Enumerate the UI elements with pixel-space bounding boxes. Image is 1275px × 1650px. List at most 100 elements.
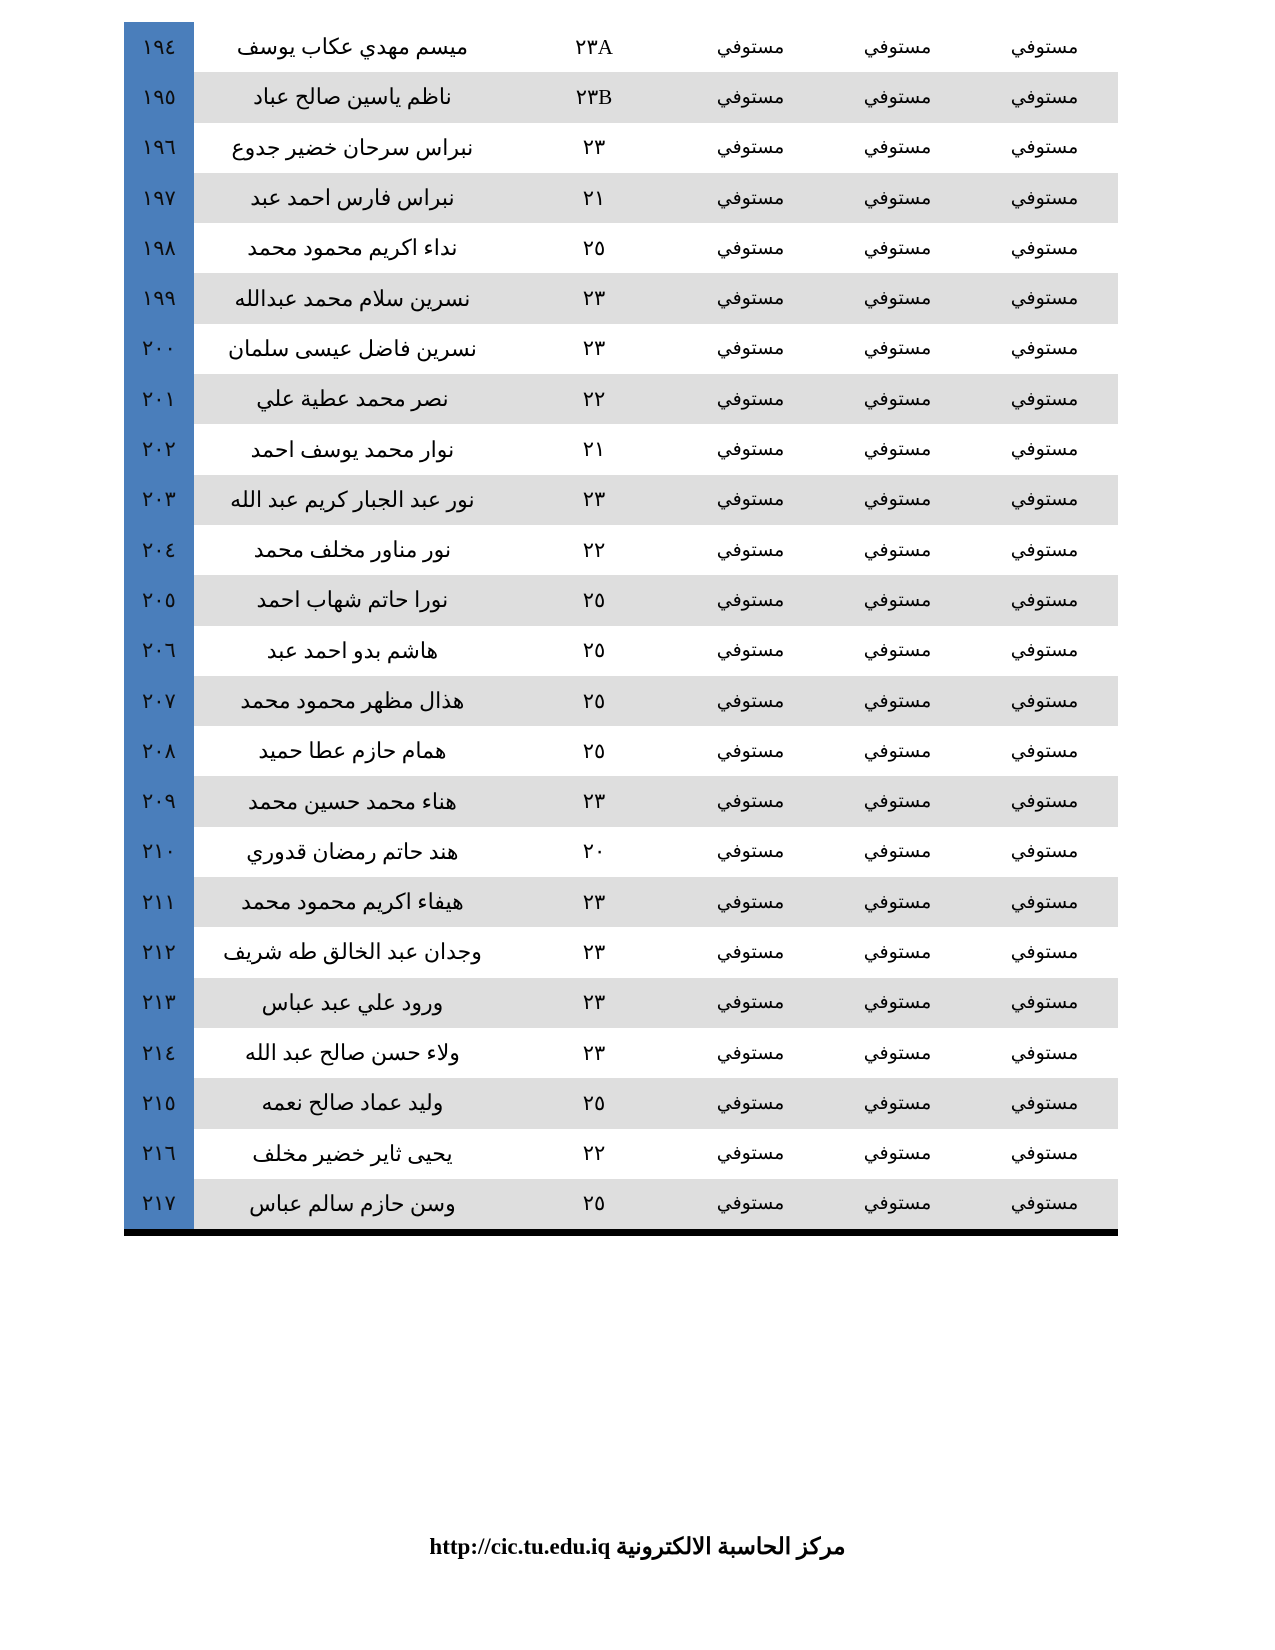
cell-code: ٢٣: [511, 323, 678, 375]
cell-code: ٢٢: [511, 1128, 678, 1179]
cell-name: وجدان عبد الخالق طه شريف: [193, 927, 512, 978]
cell-status-3: مستوفي: [971, 223, 1118, 274]
cell-status-2: مستوفي: [824, 122, 972, 173]
table-row: مستوفي مستوفي مستوفي ٢٥ وسن حازم سالم عباس ٢١…: [124, 1178, 1118, 1230]
cell-name: وليد عماد صالح نعمه: [193, 1078, 512, 1129]
cell-status-1: مستوفي: [677, 1027, 825, 1079]
cell-status-1: مستوفي: [677, 927, 825, 978]
cell-code: ٢٥: [511, 575, 678, 626]
cell-status-1: مستوفي: [677, 22, 825, 73]
cell-status-3: مستوفي: [971, 122, 1118, 173]
table-row: مستوفي مستوفي مستوفي ٢٣ نبراس سرحان خضير جدو…: [124, 122, 1118, 173]
table-row: مستوفي مستوفي مستوفي ٢٢ نور مناور مخلف محمد ٢…: [124, 524, 1118, 576]
cell-status-1: مستوفي: [677, 977, 825, 1028]
cell-status-2: مستوفي: [824, 877, 972, 928]
cell-name: ورود علي عبد عباس: [193, 977, 512, 1028]
cell-status-1: مستوفي: [677, 122, 825, 173]
cell-index: ٢٠٤: [124, 524, 194, 576]
cell-code: ٢١: [511, 172, 678, 224]
cell-code: ٢٣A: [511, 22, 678, 73]
cell-status-3: مستوفي: [971, 524, 1118, 576]
cell-code: ٢١: [511, 424, 678, 475]
cell-status-2: مستوفي: [824, 323, 972, 375]
cell-status-2: مستوفي: [824, 575, 972, 626]
cell-status-3: مستوفي: [971, 776, 1118, 827]
cell-status-3: مستوفي: [971, 575, 1118, 626]
table-row: مستوفي مستوفي مستوفي ٢٥ وليد عماد صالح نعمه ٢…: [124, 1078, 1118, 1129]
table-row: مستوفي مستوفي مستوفي ٢٣ هيفاء اكريم محمود مح…: [124, 877, 1118, 928]
cell-status-3: مستوفي: [971, 1078, 1118, 1129]
cell-status-2: مستوفي: [824, 1027, 972, 1079]
table-row: مستوفي مستوفي مستوفي ٢٠ هند حاتم رمضان قدوري…: [124, 826, 1118, 878]
cell-status-2: مستوفي: [824, 776, 972, 827]
cell-status-2: مستوفي: [824, 1178, 972, 1230]
cell-name: نصر محمد عطية علي: [193, 374, 512, 425]
cell-name: نور عبد الجبار كريم عبد الله: [193, 474, 512, 525]
cell-status-1: مستوفي: [677, 675, 825, 727]
footer-url-link[interactable]: http://cic.tu.edu.iq: [429, 1534, 611, 1559]
cell-index: ٢١٢: [124, 927, 194, 978]
cell-status-1: مستوفي: [677, 323, 825, 375]
cell-index: ٢٠٣: [124, 474, 194, 525]
table-row: مستوفي مستوفي مستوفي ٢٣B ناظم ياسين صالح عبا…: [124, 72, 1118, 123]
cell-name: نور مناور مخلف محمد: [193, 524, 512, 576]
cell-index: ١٩٦: [124, 122, 194, 173]
cell-status-1: مستوفي: [677, 625, 825, 676]
cell-status-3: مستوفي: [971, 977, 1118, 1028]
cell-name: هذال مظهر محمود محمد: [193, 675, 512, 727]
cell-status-2: مستوفي: [824, 273, 972, 324]
cell-status-1: مستوفي: [677, 273, 825, 324]
cell-status-2: مستوفي: [824, 726, 972, 777]
cell-index: ١٩٨: [124, 223, 194, 274]
cell-index: ٢٠٧: [124, 675, 194, 727]
cell-name: يحيى ثاير خضير مخلف: [193, 1128, 512, 1179]
cell-index: ٢٠٢: [124, 424, 194, 475]
cell-status-2: مستوفي: [824, 1128, 972, 1179]
cell-code: ٢٣: [511, 776, 678, 827]
cell-status-3: مستوفي: [971, 675, 1118, 727]
table-row: مستوفي مستوفي مستوفي ٢٥ نورا حاتم شهاب احمد ٢…: [124, 575, 1118, 626]
cell-index: ٢١٠: [124, 826, 194, 878]
footer-line: مركز الحاسبة الالكترونية http://cic.tu.e…: [429, 1534, 845, 1560]
cell-status-2: مستوفي: [824, 675, 972, 727]
table-row: مستوفي مستوفي مستوفي ٢٣ نسرين فاضل عيسى سلما…: [124, 323, 1118, 375]
cell-index: ٢١٦: [124, 1128, 194, 1179]
cell-code: ٢٥: [511, 1178, 678, 1230]
table-row: مستوفي مستوفي مستوفي ٢٥ نداء اكريم محمود محم…: [124, 223, 1118, 274]
cell-status-1: مستوفي: [677, 72, 825, 123]
roster-table-body: مستوفي مستوفي مستوفي ٢٣A ميسم مهدي عكاب يوسف…: [124, 22, 1118, 1230]
cell-code: ٢٥: [511, 625, 678, 676]
cell-name: نسرين سلام محمد عبدالله: [193, 273, 512, 324]
table-row: مستوفي مستوفي مستوفي ٢٣ نسرين سلام محمد عبدا…: [124, 273, 1118, 324]
cell-index: ٢١١: [124, 877, 194, 928]
cell-status-3: مستوفي: [971, 625, 1118, 676]
cell-name: ولاء حسن صالح عبد الله: [193, 1027, 512, 1079]
cell-status-2: مستوفي: [824, 72, 972, 123]
cell-status-1: مستوفي: [677, 826, 825, 878]
table-row: مستوفي مستوفي مستوفي ٢٥ همام حازم عطا حميد ٢٠…: [124, 726, 1118, 777]
cell-code: ٢٣: [511, 977, 678, 1028]
table-row: مستوفي مستوفي مستوفي ٢٢ يحيى ثاير خضير مخلف ٢…: [124, 1128, 1118, 1179]
table-row: مستوفي مستوفي مستوفي ٢٣ وجدان عبد الخالق طه …: [124, 927, 1118, 978]
cell-code: ٢٥: [511, 675, 678, 727]
table-row: مستوفي مستوفي مستوفي ٢٢ نصر محمد عطية علي ٢٠١: [124, 374, 1118, 425]
cell-code: ٢٢: [511, 524, 678, 576]
cell-status-2: مستوفي: [824, 374, 972, 425]
cell-status-1: مستوفي: [677, 877, 825, 928]
cell-code: ٢٥: [511, 223, 678, 274]
cell-status-3: مستوفي: [971, 72, 1118, 123]
table-row: مستوفي مستوفي مستوفي ٢١ نبراس فارس احمد عبد ١…: [124, 172, 1118, 224]
cell-status-1: مستوفي: [677, 524, 825, 576]
cell-status-1: مستوفي: [677, 374, 825, 425]
cell-code: ٢٠: [511, 826, 678, 878]
table-row: مستوفي مستوفي مستوفي ٢٣ هناء محمد حسين محمد ٢…: [124, 776, 1118, 827]
cell-name: هند حاتم رمضان قدوري: [193, 826, 512, 878]
cell-code: ٢٢: [511, 374, 678, 425]
cell-status-2: مستوفي: [824, 977, 972, 1028]
cell-name: وسن حازم سالم عباس: [193, 1178, 512, 1230]
cell-code: ٢٥: [511, 1078, 678, 1129]
cell-status-3: مستوفي: [971, 172, 1118, 224]
cell-status-3: مستوفي: [971, 22, 1118, 73]
cell-name: ميسم مهدي عكاب يوسف: [193, 22, 512, 73]
